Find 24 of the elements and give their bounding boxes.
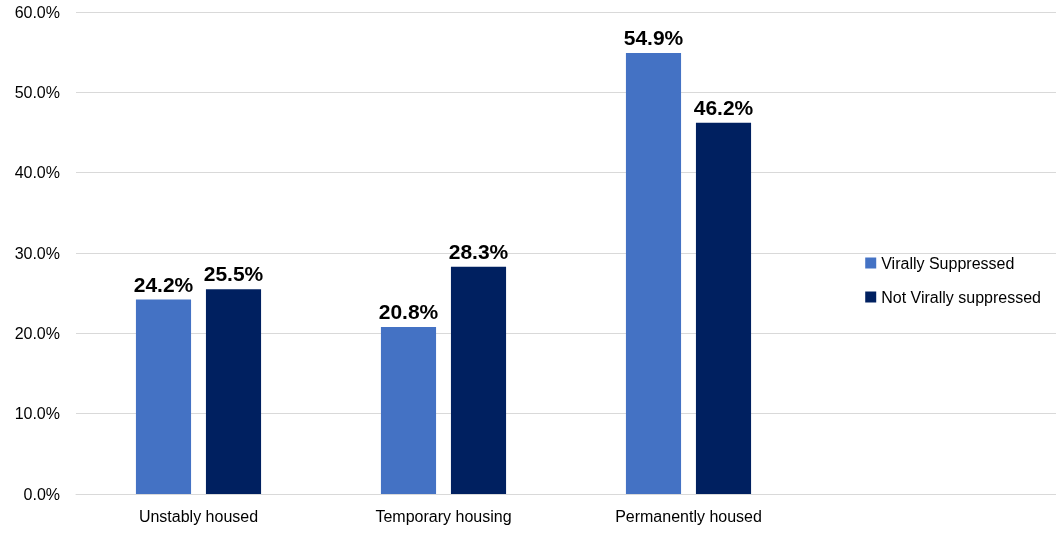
y-tick-label: 10.0% xyxy=(14,405,60,423)
bar xyxy=(135,299,192,494)
legend-label: Virally Suppressed xyxy=(881,254,1015,272)
bar xyxy=(625,52,682,494)
bar xyxy=(380,326,437,494)
y-tick-label: 40.0% xyxy=(14,164,60,182)
legend-label: Not Virally suppressed xyxy=(881,288,1041,306)
data-label: 25.5% xyxy=(203,262,264,286)
bar xyxy=(450,266,507,494)
y-tick-label: 20.0% xyxy=(14,324,60,342)
bar xyxy=(695,122,752,494)
x-tick-label: Unstably housed xyxy=(138,507,259,525)
data-label: 24.2% xyxy=(133,272,194,296)
y-tick-label: 50.0% xyxy=(14,83,60,101)
data-label: 28.3% xyxy=(448,239,509,263)
data-label: 46.2% xyxy=(693,95,754,119)
x-tick-label: Temporary housing xyxy=(375,507,512,525)
x-tick-label: Permanently housed xyxy=(615,507,762,525)
y-tick-label: 30.0% xyxy=(14,244,60,262)
y-tick-label: 60.0% xyxy=(14,3,60,21)
data-label: 20.8% xyxy=(378,299,439,323)
data-label: 54.9% xyxy=(623,25,684,49)
y-tick-label: 0.0% xyxy=(23,485,60,503)
bar xyxy=(205,289,262,494)
